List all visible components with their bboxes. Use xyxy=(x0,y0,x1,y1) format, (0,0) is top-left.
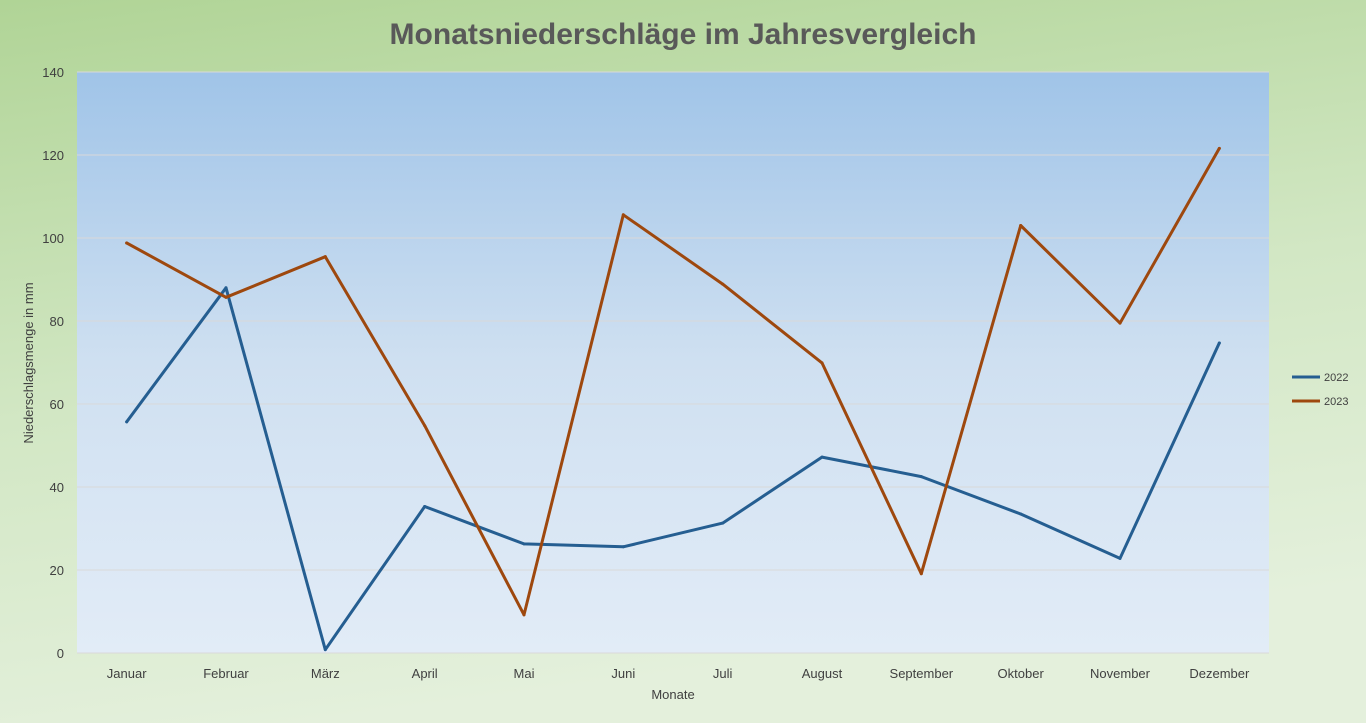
x-tick-label: August xyxy=(802,666,843,681)
data-point-2022 xyxy=(323,648,327,652)
data-point-2023 xyxy=(423,424,427,428)
data-point-2022 xyxy=(423,505,427,509)
y-tick-label: 60 xyxy=(50,397,64,412)
data-point-2023 xyxy=(224,295,228,299)
legend-label-2023: 2023 xyxy=(1324,396,1348,408)
x-tick-label: Juli xyxy=(713,666,733,681)
gridlines xyxy=(77,71,1269,654)
chart-title: Monatsniederschläge im Jahresvergleich xyxy=(390,18,977,51)
y-tick-label: 80 xyxy=(50,314,64,329)
y-tick-label: 120 xyxy=(42,148,64,163)
data-point-2023 xyxy=(721,282,725,286)
legend-label-2022: 2022 xyxy=(1324,372,1348,384)
data-point-2022 xyxy=(1019,512,1023,516)
data-point-2023 xyxy=(621,213,625,217)
x-axis-ticks: Januar Februar März April Mai Juni Juli August S… xyxy=(107,666,1250,681)
x-tick-label: Februar xyxy=(203,666,249,681)
data-point-2023 xyxy=(522,613,526,617)
data-point-2022 xyxy=(721,521,725,525)
data-point-2022 xyxy=(224,286,228,290)
y-axis-title: Niederschlagsmenge in mm xyxy=(21,282,36,443)
x-tick-label: Januar xyxy=(107,666,147,681)
x-tick-label: September xyxy=(890,666,954,681)
data-point-2023 xyxy=(125,241,129,245)
data-point-2022 xyxy=(125,420,129,424)
x-tick-label: Mai xyxy=(514,666,535,681)
x-axis-title: Monate xyxy=(651,687,694,702)
legend: 2022 2023 xyxy=(1292,372,1348,408)
x-tick-label: Oktober xyxy=(998,666,1045,681)
x-tick-label: Dezember xyxy=(1189,666,1250,681)
data-point-2023 xyxy=(323,255,327,259)
y-tick-label: 20 xyxy=(50,563,64,578)
y-tick-label: 140 xyxy=(42,65,64,80)
data-point-2023 xyxy=(1118,321,1122,325)
x-tick-label: März xyxy=(311,666,340,681)
series-line-2022 xyxy=(125,286,1221,652)
data-point-2023 xyxy=(1019,224,1023,228)
series-line-2023 xyxy=(125,146,1221,617)
x-tick-label: April xyxy=(412,666,438,681)
data-point-2022 xyxy=(1217,341,1221,345)
data-point-2022 xyxy=(621,545,625,549)
y-axis-ticks: 0 20 40 60 80 100 120 140 xyxy=(42,65,64,661)
plot-area xyxy=(77,72,1269,653)
y-tick-label: 0 xyxy=(57,646,64,661)
y-tick-label: 100 xyxy=(42,231,64,246)
data-point-2023 xyxy=(1217,146,1221,150)
y-tick-label: 40 xyxy=(50,480,64,495)
data-point-2023 xyxy=(820,361,824,365)
x-tick-label: November xyxy=(1090,666,1151,681)
series-lines xyxy=(125,146,1221,652)
data-point-2022 xyxy=(919,475,923,479)
data-point-2022 xyxy=(1118,556,1122,560)
data-point-2023 xyxy=(919,572,923,576)
x-tick-label: Juni xyxy=(611,666,635,681)
data-point-2022 xyxy=(522,542,526,546)
data-point-2022 xyxy=(820,455,824,459)
